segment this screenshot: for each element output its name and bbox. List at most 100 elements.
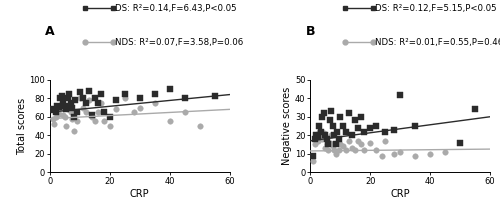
Point <box>76 97 84 100</box>
Point <box>426 152 434 155</box>
Point <box>68 117 76 120</box>
Point <box>312 134 320 137</box>
Point <box>106 115 114 118</box>
X-axis label: CRP: CRP <box>390 189 410 199</box>
Point <box>94 101 102 105</box>
Text: B: B <box>306 25 315 38</box>
Point <box>320 132 328 135</box>
Point <box>130 110 138 114</box>
Point <box>54 110 62 114</box>
Point <box>328 134 336 137</box>
Point <box>68 106 76 109</box>
Point <box>82 101 90 105</box>
Point <box>82 110 90 114</box>
Point <box>317 134 325 137</box>
Point <box>326 119 334 122</box>
Point <box>79 97 87 100</box>
Point <box>66 92 74 95</box>
Point <box>340 145 347 148</box>
Point <box>441 150 449 154</box>
Point <box>360 148 368 152</box>
Point <box>56 97 64 100</box>
Point <box>52 115 60 118</box>
Point <box>58 94 66 97</box>
Point <box>366 126 374 130</box>
Point <box>342 130 350 133</box>
Point <box>329 145 337 148</box>
Point <box>151 101 159 105</box>
Point <box>136 97 144 100</box>
Point <box>79 106 87 109</box>
Text: DS: R²=0.12,F=5.15,P<0.05: DS: R²=0.12,F=5.15,P<0.05 <box>376 4 497 13</box>
Point <box>64 108 72 111</box>
Point <box>336 143 344 146</box>
Point <box>314 139 322 142</box>
Point <box>73 110 81 114</box>
Point <box>100 110 108 114</box>
Point <box>97 101 105 105</box>
Point <box>196 124 203 128</box>
Point <box>54 104 62 107</box>
Point <box>411 124 419 128</box>
Point <box>336 115 344 118</box>
Text: NDS: R²=0.01,F=0.55,P=0.46: NDS: R²=0.01,F=0.55,P=0.46 <box>376 38 500 46</box>
Point <box>49 117 57 120</box>
Point <box>360 130 368 133</box>
Point <box>112 108 120 111</box>
Y-axis label: Negative scores: Negative scores <box>282 87 292 165</box>
Point <box>88 113 96 117</box>
Point <box>67 110 75 114</box>
Text: NDS: R²=0.07,F=3.58,P=0.06: NDS: R²=0.07,F=3.58,P=0.06 <box>115 38 243 46</box>
Point <box>106 124 114 128</box>
Point <box>317 130 325 133</box>
Point <box>471 108 479 111</box>
Point <box>324 143 332 146</box>
Point <box>320 111 328 115</box>
Point <box>121 97 129 100</box>
Point <box>323 143 331 146</box>
Point <box>56 106 64 109</box>
Point <box>88 115 96 118</box>
Point <box>322 134 330 137</box>
Point <box>210 94 218 97</box>
Point <box>166 120 173 123</box>
Point <box>61 104 69 107</box>
Point <box>180 97 188 100</box>
Point <box>332 152 340 155</box>
Point <box>340 124 347 128</box>
Point <box>166 87 173 91</box>
Point <box>316 130 324 133</box>
Point <box>52 110 60 114</box>
Point <box>346 139 354 142</box>
Point <box>61 115 69 118</box>
Point <box>76 90 84 93</box>
Point <box>396 150 404 154</box>
Y-axis label: Total scores: Total scores <box>16 97 26 155</box>
Point <box>330 148 338 152</box>
Point <box>121 92 129 95</box>
Point <box>358 143 366 146</box>
Point <box>55 105 63 108</box>
Text: DS: R²=0.14,F=6.43,P<0.05: DS: R²=0.14,F=6.43,P<0.05 <box>115 4 236 13</box>
Point <box>323 137 331 141</box>
Point <box>318 115 326 118</box>
Point <box>85 98 93 102</box>
Point <box>66 104 74 107</box>
Point <box>354 126 362 130</box>
Point <box>358 115 366 118</box>
Point <box>62 124 70 128</box>
Point <box>335 148 343 152</box>
Point <box>60 113 68 117</box>
Point <box>456 141 464 144</box>
Point <box>70 129 78 132</box>
Point <box>354 139 362 142</box>
Point <box>330 134 338 137</box>
Point <box>366 141 374 144</box>
Point <box>328 110 336 113</box>
Point <box>326 141 334 144</box>
Point <box>67 101 75 105</box>
Point <box>151 92 159 95</box>
Point <box>50 109 58 112</box>
Point <box>60 99 68 103</box>
Point <box>310 154 318 157</box>
